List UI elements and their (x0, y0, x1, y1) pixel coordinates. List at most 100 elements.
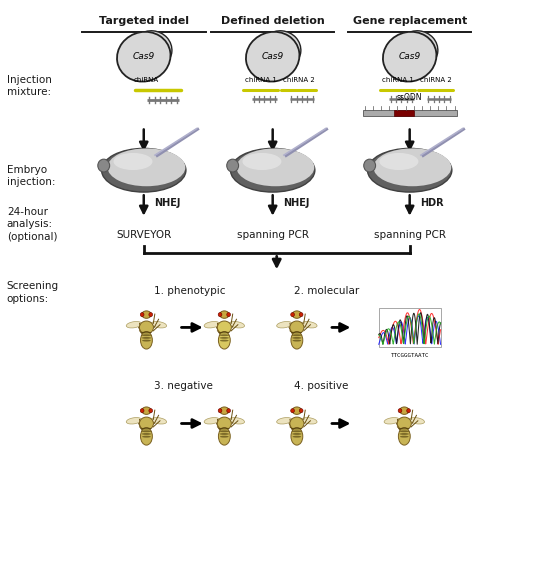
Ellipse shape (204, 418, 220, 424)
Text: 1. phenotypic: 1. phenotypic (154, 286, 226, 296)
Ellipse shape (292, 334, 302, 336)
Ellipse shape (98, 159, 110, 172)
Ellipse shape (220, 433, 229, 435)
Ellipse shape (237, 149, 314, 186)
Ellipse shape (220, 340, 229, 342)
Ellipse shape (142, 311, 151, 318)
Ellipse shape (380, 153, 419, 170)
Ellipse shape (399, 431, 409, 432)
Ellipse shape (142, 407, 151, 414)
Ellipse shape (374, 149, 451, 186)
Ellipse shape (383, 32, 436, 81)
Ellipse shape (302, 418, 317, 424)
Ellipse shape (291, 332, 303, 349)
Text: Cas9: Cas9 (399, 52, 421, 61)
Text: HDR: HDR (421, 198, 444, 208)
Ellipse shape (364, 159, 375, 172)
Ellipse shape (292, 311, 301, 318)
Ellipse shape (141, 332, 152, 333)
Ellipse shape (299, 409, 303, 412)
Ellipse shape (291, 312, 294, 316)
Ellipse shape (293, 340, 301, 342)
Text: Cas9: Cas9 (261, 52, 284, 61)
Ellipse shape (218, 312, 222, 316)
Ellipse shape (218, 332, 230, 349)
Ellipse shape (220, 337, 229, 339)
Ellipse shape (398, 409, 402, 412)
Ellipse shape (102, 149, 186, 192)
Text: 24-hour
analysis:
(optional): 24-hour analysis: (optional) (7, 207, 57, 242)
Ellipse shape (227, 312, 231, 316)
Ellipse shape (218, 428, 230, 445)
Ellipse shape (293, 436, 301, 438)
Bar (379, 308, 441, 347)
Ellipse shape (140, 409, 144, 412)
Ellipse shape (397, 31, 438, 68)
Ellipse shape (139, 321, 153, 334)
Ellipse shape (397, 417, 411, 430)
Ellipse shape (227, 409, 231, 412)
Ellipse shape (292, 433, 301, 435)
Text: chiRNA 1: chiRNA 1 (245, 77, 277, 83)
Ellipse shape (126, 418, 141, 424)
Ellipse shape (107, 149, 185, 186)
Bar (394, 110, 414, 116)
Ellipse shape (291, 428, 303, 445)
Ellipse shape (141, 334, 151, 336)
Ellipse shape (218, 409, 222, 412)
Ellipse shape (149, 409, 153, 412)
Ellipse shape (132, 31, 172, 68)
Ellipse shape (407, 409, 410, 412)
Ellipse shape (399, 428, 410, 445)
Ellipse shape (290, 417, 304, 430)
Text: Injection
mixture:: Injection mixture: (7, 75, 52, 97)
Text: Screening
options:: Screening options: (7, 281, 59, 304)
Ellipse shape (151, 322, 167, 328)
Ellipse shape (140, 312, 144, 316)
Ellipse shape (142, 337, 151, 339)
Ellipse shape (219, 428, 230, 429)
Text: TTCGGGTAATC: TTCGGGTAATC (390, 353, 429, 358)
Ellipse shape (261, 31, 301, 68)
Text: spanning PCR: spanning PCR (237, 230, 309, 240)
Ellipse shape (384, 418, 400, 424)
Text: NHEJ: NHEJ (154, 198, 181, 208)
Ellipse shape (276, 418, 292, 424)
Ellipse shape (140, 332, 152, 349)
Ellipse shape (227, 159, 239, 172)
Ellipse shape (219, 431, 230, 432)
Ellipse shape (290, 321, 304, 334)
Ellipse shape (220, 311, 229, 318)
Ellipse shape (409, 418, 424, 424)
Ellipse shape (229, 322, 245, 328)
Ellipse shape (246, 32, 300, 81)
Ellipse shape (219, 332, 230, 333)
Text: Targeted indel: Targeted indel (99, 16, 189, 26)
Ellipse shape (276, 322, 292, 328)
Text: NHEJ: NHEJ (284, 198, 310, 208)
Ellipse shape (292, 332, 302, 333)
Text: chiRNA: chiRNA (134, 77, 159, 83)
Text: ssODN: ssODN (397, 94, 422, 102)
Text: SURVEYOR: SURVEYOR (116, 230, 171, 240)
Ellipse shape (142, 436, 151, 438)
Text: 2. molecular: 2. molecular (294, 286, 360, 296)
Ellipse shape (141, 428, 152, 429)
Text: chiRNA 2: chiRNA 2 (420, 77, 451, 83)
Ellipse shape (204, 322, 220, 328)
Ellipse shape (217, 321, 231, 334)
Ellipse shape (292, 337, 301, 339)
Ellipse shape (139, 417, 153, 430)
Ellipse shape (400, 407, 409, 414)
Ellipse shape (400, 436, 409, 438)
Ellipse shape (140, 428, 152, 445)
Ellipse shape (368, 149, 452, 192)
Ellipse shape (292, 431, 302, 432)
Ellipse shape (400, 433, 409, 435)
Ellipse shape (220, 407, 229, 414)
Ellipse shape (151, 418, 167, 424)
Text: chiRNA 2: chiRNA 2 (282, 77, 314, 83)
Ellipse shape (220, 436, 229, 438)
Text: 3. negative: 3. negative (154, 381, 213, 391)
Text: Defined deletion: Defined deletion (221, 16, 325, 26)
